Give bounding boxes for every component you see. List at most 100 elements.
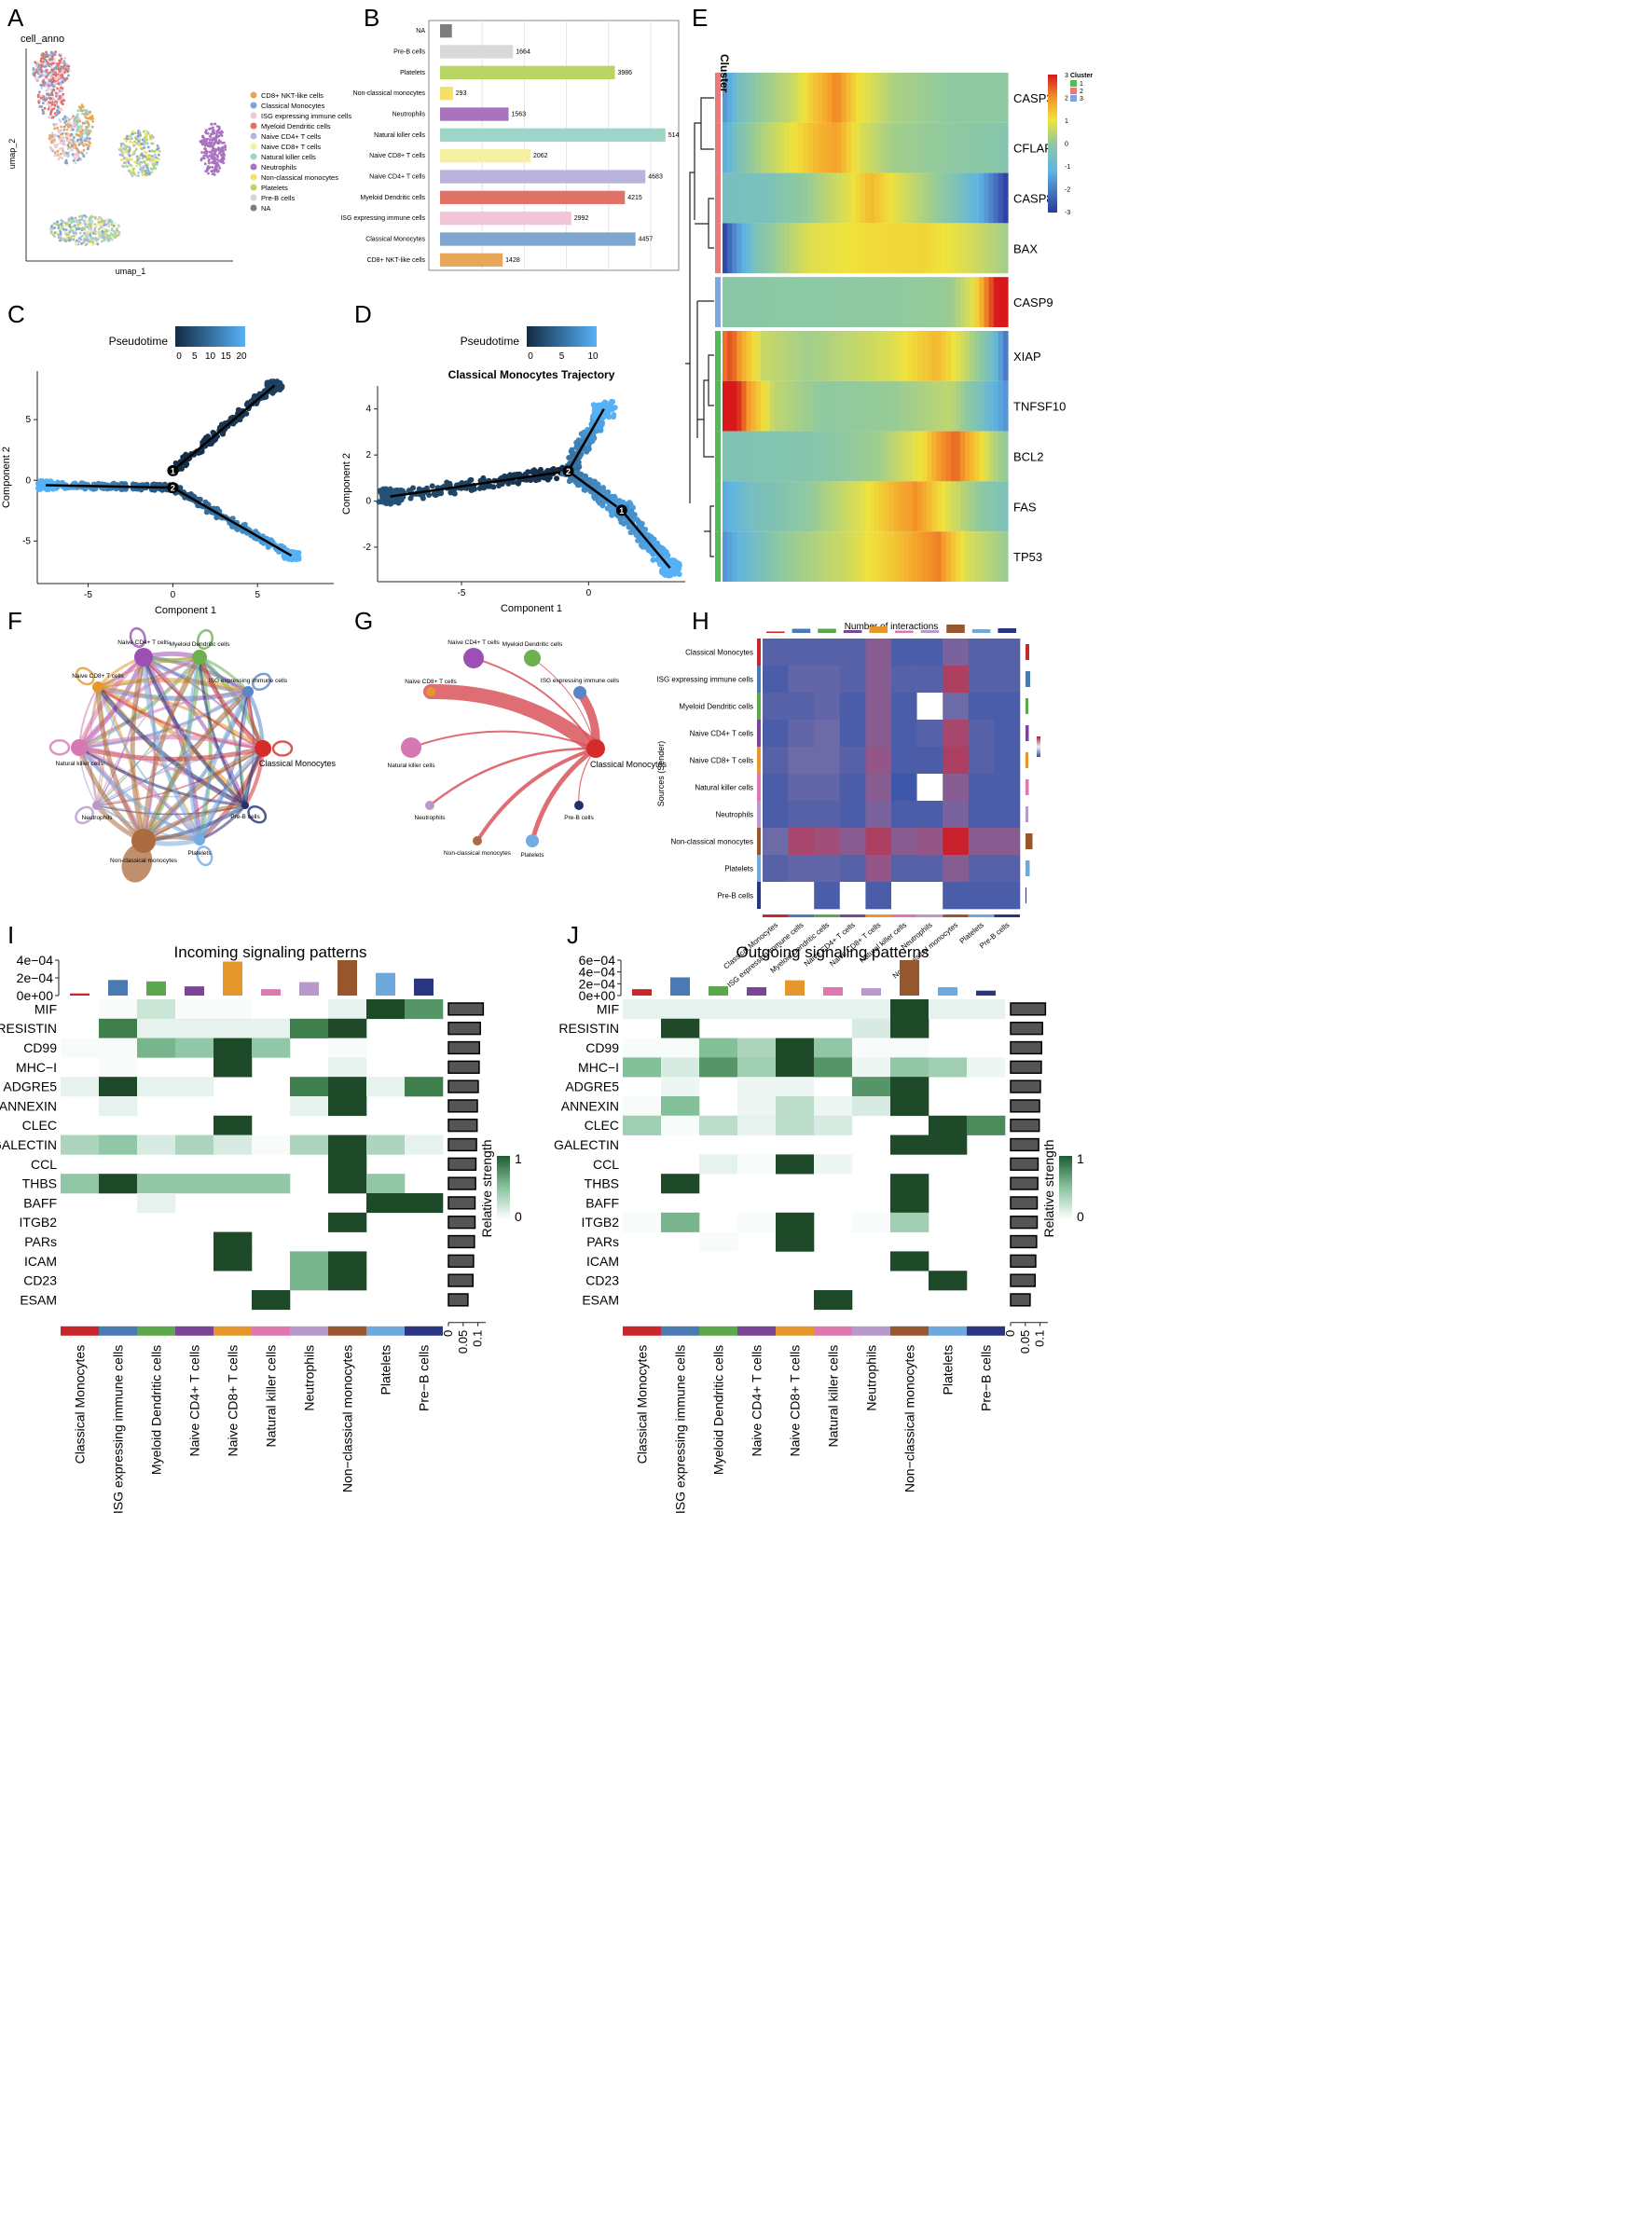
- umap-point: [93, 227, 97, 231]
- umap-point: [85, 109, 88, 112]
- expression-cell: [812, 431, 819, 482]
- umap-point: [211, 172, 214, 176]
- expression-cell: [784, 122, 790, 173]
- expression-cell: [750, 277, 757, 327]
- expression-cell: [860, 431, 866, 482]
- umap-point: [67, 141, 71, 144]
- umap-point: [78, 214, 81, 218]
- signaling-row-label: ANNEXIN: [0, 1098, 57, 1113]
- umap-point: [68, 225, 72, 228]
- signaling-column-group-bar: [661, 1326, 699, 1336]
- expression-cell: [727, 531, 733, 582]
- interaction-cell: [891, 828, 917, 856]
- network-node-label: ISG expressing immune cells: [209, 678, 288, 684]
- umap-point: [141, 170, 145, 173]
- expression-cell: [807, 122, 814, 173]
- umap-point: [48, 134, 51, 138]
- umap-legend-label: Platelets: [261, 184, 288, 192]
- signaling-row-label: ADGRE5: [565, 1079, 619, 1094]
- cluster-legend-label: 2: [1080, 89, 1083, 95]
- umap-legend-swatch: [250, 143, 257, 150]
- umap-point: [144, 170, 147, 172]
- umap-point: [55, 153, 59, 157]
- signaling-cell: [852, 1212, 891, 1232]
- expression-cell: [936, 431, 943, 482]
- umap-point: [86, 134, 89, 138]
- signaling-cell: [814, 1154, 853, 1175]
- signaling-cell: [366, 1077, 406, 1097]
- network-self-loop: [48, 739, 71, 756]
- expression-cell: [913, 481, 918, 532]
- umap-point: [63, 71, 66, 75]
- umap-point: [140, 153, 144, 156]
- expression-cell: [965, 380, 971, 432]
- expression-cell: [874, 331, 880, 381]
- umap-point: [64, 228, 68, 232]
- umap-point: [211, 154, 214, 158]
- expression-cell: [822, 277, 828, 327]
- signaling-cell: [99, 999, 138, 1020]
- expression-cell: [898, 331, 904, 381]
- expression-cell: [764, 331, 771, 381]
- umap-point: [60, 65, 62, 68]
- expression-cell: [936, 73, 943, 123]
- umap-point: [221, 149, 225, 153]
- row-group-bar: [757, 639, 761, 666]
- network-node: [463, 648, 484, 668]
- umap-point: [84, 128, 88, 131]
- expression-cell: [827, 531, 833, 582]
- umap-point: [207, 172, 210, 175]
- row-group-bar: [757, 666, 761, 693]
- umap-point: [117, 230, 121, 234]
- expression-cell: [789, 73, 795, 123]
- umap-point: [56, 126, 59, 130]
- signaling-top-bar: [337, 960, 357, 996]
- row-group-bar: [757, 882, 761, 909]
- row-total-bar: [1026, 671, 1030, 687]
- umap-point: [50, 141, 54, 144]
- signaling-cell: [737, 1115, 777, 1135]
- expression-cell: [888, 73, 895, 123]
- trajectory-cell-point: [659, 568, 665, 574]
- umap-point: [68, 118, 71, 121]
- expression-cell: [741, 331, 748, 381]
- umap-point: [135, 160, 139, 164]
- signaling-cell: [328, 1038, 367, 1058]
- umap-point: [127, 159, 131, 162]
- column-group-bar: [891, 914, 917, 917]
- trajectory-cell-point: [591, 402, 598, 408]
- interaction-cell: [814, 747, 841, 775]
- expression-cell: [898, 380, 904, 432]
- expression-cell: [760, 277, 766, 327]
- signaling-cell: [890, 1134, 929, 1155]
- trajectory-cell-point: [635, 537, 641, 543]
- interaction-cell: [788, 747, 815, 775]
- umap-point: [81, 214, 84, 218]
- umap-point: [147, 155, 151, 158]
- expression-cell: [818, 531, 823, 582]
- signaling-column-label: Naive CD4+ T cells: [750, 1345, 764, 1457]
- interaction-cell: [916, 801, 943, 829]
- expression-cell: [855, 277, 861, 327]
- umap-point: [56, 143, 60, 146]
- expression-cell: [818, 481, 823, 532]
- expression-cell: [827, 172, 833, 224]
- signaling-cell: [661, 1057, 700, 1078]
- signaling-cell: [776, 1212, 815, 1232]
- expression-cell: [970, 331, 975, 381]
- umap-legend-swatch: [250, 194, 257, 201]
- expression-cell: [945, 73, 952, 123]
- umap-point: [57, 227, 61, 229]
- expression-cell: [727, 481, 733, 532]
- umap-point: [77, 240, 81, 243]
- expression-cell: [723, 122, 728, 173]
- trajectory-cell-point: [420, 495, 426, 502]
- signaling-cell: [661, 1077, 700, 1097]
- umap-point: [32, 67, 35, 70]
- expression-cell: [884, 331, 890, 381]
- top-bar-tick-label: 6e−04: [579, 953, 616, 968]
- umap-point: [59, 54, 62, 58]
- umap-point: [58, 96, 62, 100]
- signaling-row-bar: [447, 1234, 475, 1249]
- umap-point: [60, 129, 62, 132]
